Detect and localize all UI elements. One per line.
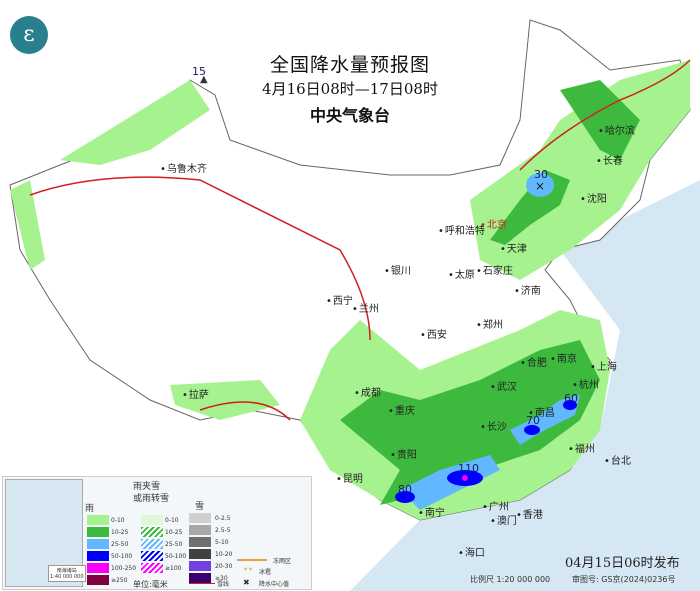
city-label: 重庆 [388,402,415,417]
precip-value: 110 [458,462,479,475]
city-label: 福州 [568,440,595,455]
issue-time: 04月15日06时发布 [565,556,680,571]
legend-label: 0-10 [165,517,179,524]
precip-value: 80 [398,483,412,496]
legend-label: 0-10 [111,517,125,524]
city-label: 南京 [550,350,577,365]
precip-value: 70 [526,414,540,427]
legend-label: 25-50 [111,541,129,548]
legend-label: ≥30 [215,575,228,582]
unit-label: 单位:毫米 [133,580,168,589]
city-label: 上海 [590,358,617,373]
precip-value: 30 [534,168,548,181]
forecast-period: 4月16日08时—17日08时 [262,80,438,98]
city-label: 兰州 [352,300,379,315]
review-number: 审图号: GS京(2024)0236号 [572,575,676,584]
precip-center-marker: × [535,179,545,193]
city-label: 沈阳 [580,190,607,205]
city-label: 武汉 [490,378,517,393]
city-label: 杭州 [572,376,599,391]
legend-label: 50-100 [111,553,133,560]
city-label: 郑州 [476,316,503,331]
rain-title: 雨 [85,504,95,514]
precip-value: 15 [192,65,206,78]
city-label: 银川 [384,262,411,277]
map-scale: 比例尺 1:20 000 000 [470,575,551,584]
snow-line [29,59,691,421]
city-label: 长沙 [480,418,507,433]
legend-label: 冰雹 [259,569,272,576]
mixed-title: 雨夹雪 或雨转雪 [133,482,170,504]
legend-label: 25-50 [165,541,183,548]
legend-label: 20-30 [215,563,233,570]
city-label: 西宁 [326,292,353,307]
legend-label: 10-25 [165,529,183,536]
precip-value: 60 [564,392,578,405]
city-label: 长春 [596,152,623,167]
city-label: 台北 [604,452,631,467]
issuer: 中央气象台 [309,106,390,125]
legend-label: 0-2.5 [215,515,231,522]
city-label: 昆明 [336,470,363,485]
legend-label: 10-20 [215,551,233,558]
city-label: 西安 [420,326,447,341]
south-china-sea-inset: 南海诸岛 1:40 000 000 [5,479,86,587]
legend-label: 100-250 [111,565,137,572]
city-label: 成都 [354,384,381,399]
city-label: 合肥 [520,354,547,369]
legend-label: 冻雨区 [273,558,292,565]
hail-icon: ✶✶ [243,566,254,573]
svg-text:▲: ▲ [200,74,208,85]
snow-title: 雪 [195,502,205,512]
city-label: 乌鲁木齐 [160,160,207,175]
legend-label: 50-100 [165,553,187,560]
city-label: 呼和浩特 [438,222,485,237]
city-label: 天津 [500,240,527,255]
legend-label: 5-10 [215,539,229,546]
city-label: 广州 [482,498,509,513]
legend-label: ≥250 [111,577,128,584]
rain-area-heavy [400,455,500,510]
city-label: 南宁 [418,504,445,519]
city-label: 哈尔滨 [598,122,635,137]
legend-label: 降水中心值 [259,581,290,588]
inset-scale: 南海诸岛 1:40 000 000 [48,565,86,582]
city-label: 石家庄 [476,262,513,277]
city-label: 香港 [516,506,543,521]
city-label: 海口 [458,544,485,559]
legend: 南海诸岛 1:40 000 000 雨 雨夹雪 或雨转雪 雪 0-10 10-2… [2,476,312,590]
rain-area-moderate [340,340,600,505]
city-label: 澳门 [490,512,517,527]
legend-label: 雪线 [217,581,230,588]
city-label: 拉萨 [182,386,209,401]
city-label: 北京 [480,216,507,231]
city-label: 贵阳 [390,446,417,461]
legend-label: ≥100 [165,565,182,572]
cma-logo: ε [10,16,48,54]
city-label: 济南 [514,282,541,297]
city-label: 南昌 [528,404,555,419]
map-title: 全国降水量预报图 [269,54,430,76]
legend-label: 10-25 [111,529,129,536]
city-label: 太原 [448,266,475,281]
rain-area-light [60,80,210,165]
legend-label: 2.5-5 [215,527,231,534]
precip-center-icon: ✖ [243,578,250,587]
sea [350,180,700,591]
